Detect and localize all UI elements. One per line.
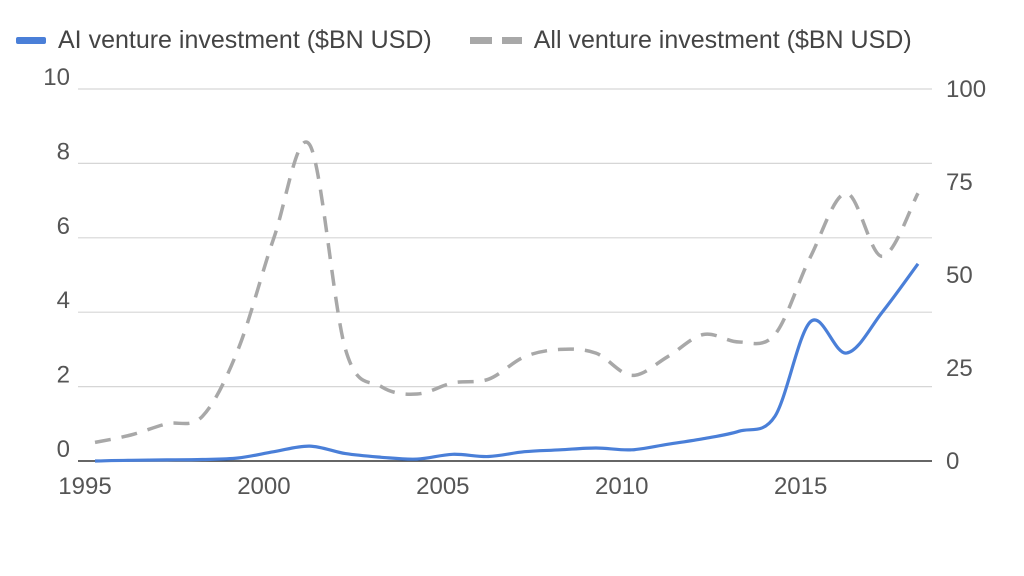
legend-item-all[interactable]: All venture investment ($BN USD) <box>432 26 912 55</box>
x-tick-label: 2000 <box>237 473 290 500</box>
right-tick-label: 100 <box>946 76 986 103</box>
legend-swatch-all <box>469 36 522 44</box>
left-tick-label: 10 <box>43 64 70 91</box>
left-tick-label: 4 <box>57 287 70 314</box>
left-axis-ticks: 0 2 4 6 8 10 <box>43 64 70 463</box>
x-axis-ticks: 1995 2000 2005 2010 2015 <box>58 473 827 500</box>
series-lines <box>94 140 920 463</box>
legend-swatch-ai <box>16 36 46 44</box>
left-tick-label: 6 <box>57 213 70 240</box>
legend-item-ai[interactable]: AI venture investment ($BN USD) <box>16 26 432 55</box>
legend-label-ai: AI venture investment ($BN USD) <box>58 25 432 54</box>
x-tick-label: 1995 <box>58 473 111 500</box>
left-tick-label: 0 <box>57 436 70 463</box>
series-line-all-venture[interactable] <box>94 140 920 445</box>
gridlines <box>78 88 932 388</box>
legend-label-all: All venture investment ($BN USD) <box>533 25 912 54</box>
left-tick-label: 8 <box>57 138 70 165</box>
right-tick-label: 50 <box>946 262 973 289</box>
right-tick-label: 75 <box>946 169 973 196</box>
x-tick-label: 2010 <box>595 473 648 500</box>
series-line-ai-venture[interactable] <box>94 262 920 463</box>
right-tick-label: 0 <box>946 448 959 475</box>
right-axis-ticks: 0 25 50 75 100 <box>946 76 986 475</box>
left-tick-label: 2 <box>57 362 70 389</box>
chart-legend: AI venture investment ($BN USD) All vent… <box>16 22 912 58</box>
x-tick-label: 2015 <box>774 473 827 500</box>
x-tick-label: 2005 <box>416 473 469 500</box>
right-tick-label: 25 <box>946 355 973 382</box>
